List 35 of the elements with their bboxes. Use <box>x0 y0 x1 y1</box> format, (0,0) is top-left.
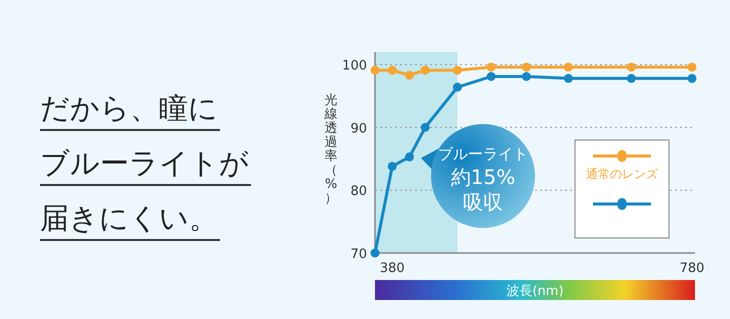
point <box>388 162 397 171</box>
point <box>522 62 531 72</box>
point <box>404 152 414 162</box>
point <box>404 70 414 80</box>
y-tick-label: 70 <box>350 247 367 262</box>
point <box>522 72 531 81</box>
x-axis-title: 波長(nm) <box>506 284 564 299</box>
x-tick-label: 380 <box>380 261 405 276</box>
legend-label: 通常のレンズ <box>586 167 659 181</box>
y-axis-title: 光線透過率（%） <box>324 93 338 206</box>
annotation: 吸収 <box>463 190 503 214</box>
point <box>688 74 696 83</box>
point <box>486 62 496 72</box>
x-tick-label: 780 <box>680 261 704 276</box>
y-tick-label: 100 <box>342 58 367 74</box>
point <box>420 66 430 75</box>
y-tick-label: 80 <box>350 184 367 200</box>
point <box>420 122 430 132</box>
point <box>452 82 462 92</box>
point <box>486 72 496 81</box>
text: だから、瞳に <box>40 91 218 125</box>
point <box>688 62 696 72</box>
annotation: ブルーライト <box>438 145 528 163</box>
point <box>370 248 380 258</box>
point <box>564 62 573 72</box>
text: ブルーライトが <box>40 146 249 180</box>
point <box>370 66 380 75</box>
point <box>388 66 397 75</box>
annotation: 約15% <box>450 165 516 189</box>
point <box>626 62 636 72</box>
point <box>626 74 636 83</box>
text: 届きにくい。 <box>40 201 218 235</box>
point <box>452 66 462 75</box>
point <box>564 74 573 83</box>
y-tick-label: 90 <box>350 121 367 136</box>
